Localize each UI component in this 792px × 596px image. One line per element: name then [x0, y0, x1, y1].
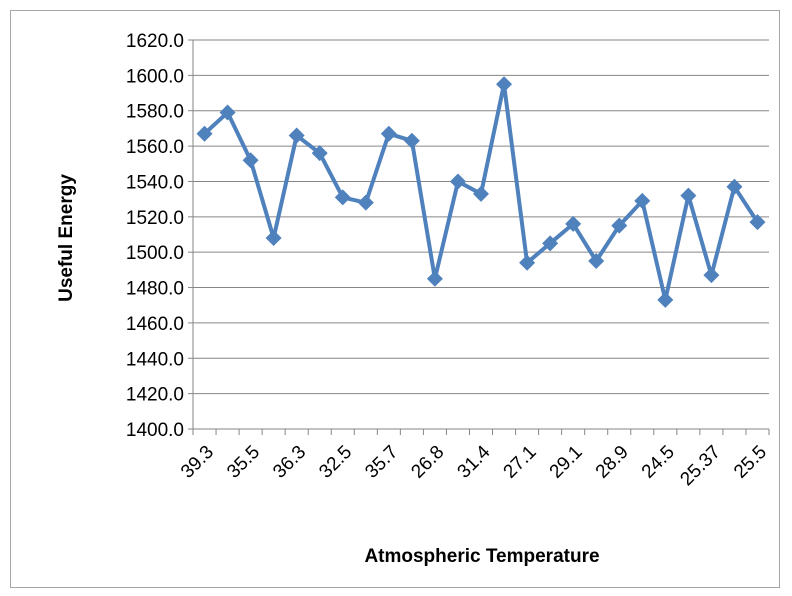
x-tick-label: 26.8 — [407, 442, 448, 483]
x-tick-label: 32.5 — [315, 442, 356, 483]
data-point-marker — [311, 145, 328, 162]
data-point-marker — [588, 253, 605, 270]
y-axis-title: Useful Energy — [56, 174, 77, 302]
x-tick-label: 35.5 — [223, 442, 264, 483]
data-point-marker — [449, 173, 466, 190]
data-point-marker — [426, 270, 443, 287]
y-tick-label: 1460.0 — [126, 314, 184, 335]
series-markers — [196, 76, 766, 308]
x-tick-label: 27.1 — [500, 442, 541, 483]
y-axis-ticks: 1400.0 1420.0 1440.0 1460.0 1480.0 1500.0 1520… — [126, 31, 184, 441]
data-point-marker — [380, 125, 397, 142]
x-tick-label: 35.7 — [361, 442, 402, 483]
x-tick-label: 31.4 — [454, 441, 495, 482]
y-tick-label: 1440.0 — [126, 349, 184, 370]
data-point-marker — [726, 178, 743, 195]
y-tick-label: 1560.0 — [126, 137, 184, 158]
data-point-marker — [242, 152, 259, 169]
gridlines — [193, 39, 769, 395]
data-point-marker — [473, 185, 489, 202]
x-axis-ticks: 39.3 35.5 36.3 32.5 35.7 26.8 31.4 27.1 29.1 28.9… — [177, 441, 771, 490]
y-tick-label: 1420.0 — [126, 385, 184, 406]
y-tick-label: 1540.0 — [126, 172, 184, 193]
data-point-marker — [611, 217, 628, 234]
data-point-marker — [496, 76, 513, 93]
data-point-marker — [634, 192, 651, 209]
y-tick-label: 1500.0 — [126, 243, 184, 264]
data-point-marker — [657, 291, 674, 308]
data-point-marker — [565, 215, 582, 232]
chart-area — [10, 10, 780, 588]
data-point-marker — [357, 194, 374, 211]
data-point-marker — [519, 254, 536, 271]
data-point-marker — [288, 127, 305, 144]
data-point-marker — [334, 189, 351, 206]
data-point-marker — [265, 230, 282, 247]
x-axis-title: Atmospheric Temperature — [364, 546, 599, 567]
x-tick-label: 25.5 — [730, 442, 771, 483]
y-tick-label: 1620.0 — [126, 31, 184, 52]
data-point-marker — [196, 125, 213, 142]
axes — [188, 39, 770, 435]
data-point-marker — [749, 214, 766, 231]
data-point-marker — [680, 187, 697, 204]
x-tick-label: 24.5 — [638, 442, 679, 483]
data-point-marker — [703, 267, 720, 284]
data-point-marker — [403, 132, 420, 149]
x-tick-label: 29.1 — [546, 442, 587, 483]
y-tick-label: 1580.0 — [126, 102, 184, 123]
x-tick-label: 25.37 — [676, 442, 724, 490]
data-point-marker — [542, 235, 559, 252]
x-tick-label: 28.9 — [592, 442, 633, 483]
y-tick-label: 1400.0 — [126, 420, 184, 441]
y-tick-label: 1600.0 — [126, 66, 184, 87]
x-tick-label: 36.3 — [269, 442, 310, 483]
y-tick-label: 1480.0 — [126, 279, 184, 300]
y-tick-label: 1520.0 — [126, 208, 184, 229]
data-point-marker — [219, 104, 236, 121]
x-tick-label: 39.3 — [177, 442, 218, 483]
